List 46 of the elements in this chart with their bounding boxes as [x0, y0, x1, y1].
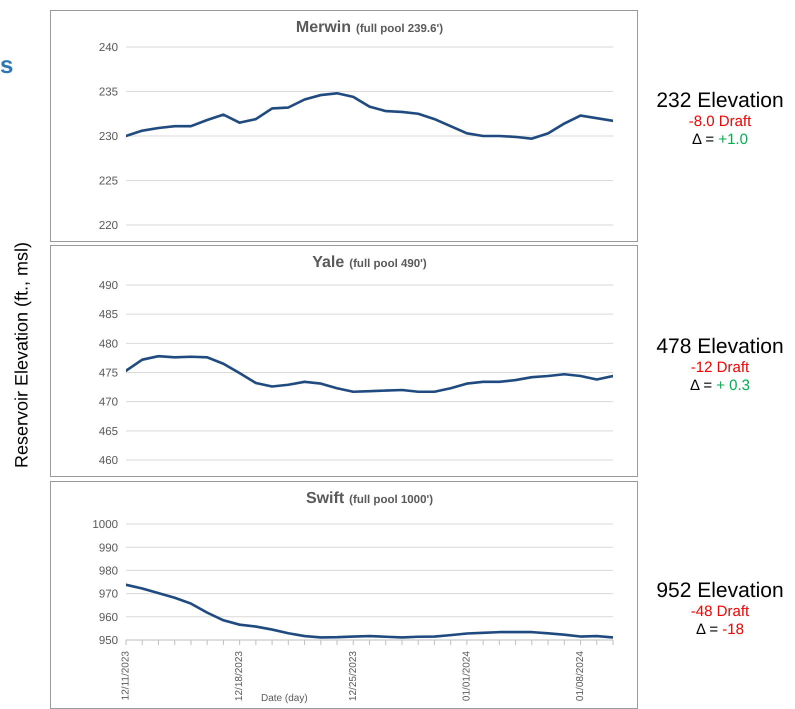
text: Δ =: [696, 621, 718, 638]
y-tick-label: 485: [98, 309, 118, 322]
y-tick-label: 235: [98, 86, 118, 99]
text: Δ =: [692, 131, 714, 148]
y-tick-label: 480: [98, 338, 118, 350]
text: + 0.3: [716, 377, 750, 394]
y-tick-label: 475: [98, 368, 118, 380]
chart-subtitle: (full pool 239.6'): [356, 23, 444, 35]
text: -48 Draft: [690, 603, 750, 622]
y-tick-label: 460: [98, 455, 118, 468]
chart-title: Yale: [312, 254, 344, 271]
chart-subtitle: (full pool 490'): [349, 258, 427, 270]
text: 952 Elevation: [655, 578, 785, 604]
x-tick-label: 12/25/2023: [348, 650, 359, 702]
text: 478 Elevation: [655, 334, 785, 360]
text: +1.0: [718, 131, 748, 148]
text: s: [0, 52, 14, 80]
y-tick-label: 950: [98, 635, 118, 648]
text: -12 Draft: [690, 359, 750, 378]
y-tick-label: 230: [98, 131, 118, 144]
y-tick-label: 970: [98, 588, 118, 601]
y-tick-label: 465: [98, 426, 118, 438]
y-tick-label: 1000: [92, 519, 118, 532]
text: -18: [722, 621, 744, 638]
x-tick-label: 01/01/2024: [461, 650, 472, 702]
x-tick-label: 12/11/2023: [120, 650, 132, 700]
text: -8.0 Draft: [688, 113, 752, 132]
x-axis-title: Date (day): [261, 693, 308, 704]
y-tick-label: 490: [98, 280, 118, 292]
y-tick-label: 225: [98, 176, 118, 188]
y-axis-title: Reservoir Elevation (ft., msl): [12, 242, 32, 468]
x-tick-label: 01/08/2024: [575, 650, 586, 702]
line-series: [126, 354, 613, 394]
y-tick-label: 220: [98, 220, 118, 232]
y-tick-label: 990: [98, 542, 118, 554]
chart-title: Swift: [306, 490, 344, 507]
x-tick-label: 12/18/2023: [234, 650, 246, 702]
y-tick-label: 240: [98, 42, 118, 54]
y-tick-label: 960: [98, 612, 118, 624]
y-tick-label: 470: [98, 396, 118, 409]
text: 232 Elevation: [655, 88, 785, 114]
chart-title: Merwin: [296, 19, 352, 36]
y-tick-label: 980: [98, 565, 118, 578]
line-series: [126, 92, 613, 140]
text: Δ =: [690, 377, 712, 394]
chart-subtitle: (full pool 1000'): [349, 494, 434, 506]
